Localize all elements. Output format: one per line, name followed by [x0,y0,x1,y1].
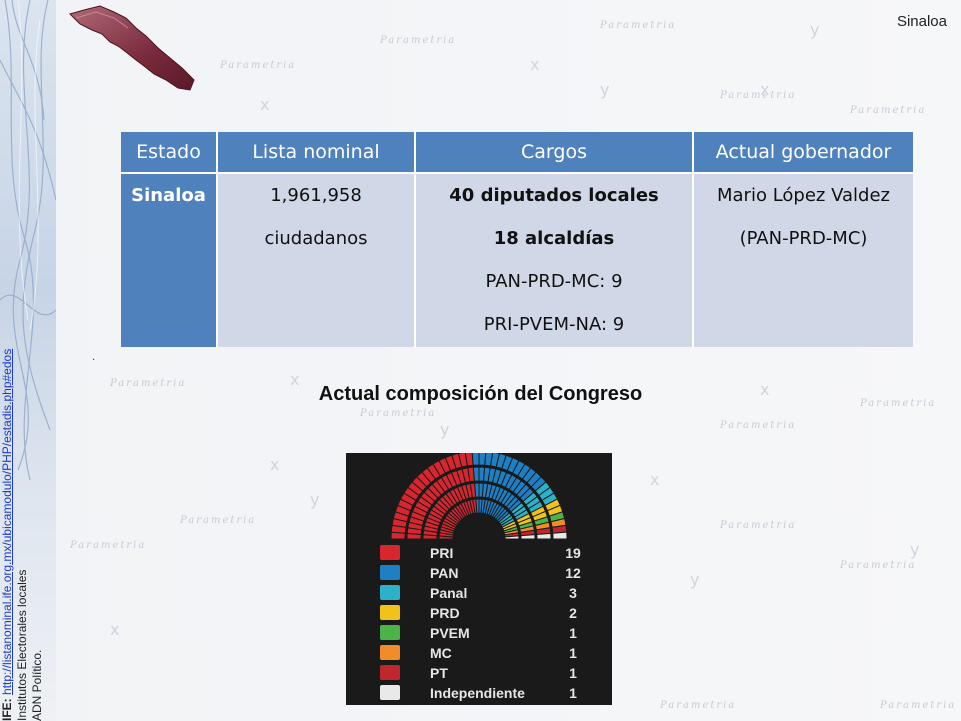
source-label: IFE: [0,698,14,721]
party-name: MC [430,645,452,661]
seat-pan [472,466,480,482]
independiente-logo-icon [380,685,400,700]
pvem-logo-icon [380,625,400,640]
party-seats: 1 [569,685,577,701]
party-seats: 19 [565,545,581,561]
gobernador-name: Mario López Valdez [717,185,890,206]
party-name: PT [430,665,448,681]
election-info-table: Estado Lista nominal Cargos Actual gober… [121,132,913,347]
lista-nominal-unit: ciudadanos [264,228,368,249]
source-citation: IFE: http://listanominal.ife.org.mx/ubic… [0,291,45,721]
slide-state-label: Sinaloa [896,13,947,30]
cell-cargos: 40 diputados locales 18 alcaldías PAN-PR… [415,172,694,347]
pri-logo-icon [380,545,400,560]
party-row-mc: MC 1 [376,643,606,663]
hemicycle-chart [390,453,568,540]
congress-title: Actual composición del Congreso [318,383,643,405]
header-estado: Estado [121,132,218,173]
gobernador-party: (PAN-PRD-MC) [739,228,868,249]
party-name: PRD [430,605,460,621]
lista-nominal-value: 1,961,958 [270,185,362,206]
party-row-prd: PRD 2 [376,603,606,623]
footnote-dot: . [92,352,96,363]
seat-pan [474,482,480,498]
decorative-side-strip [0,0,56,721]
cargos-coalition-1: PAN-PRD-MC: 9 [485,271,623,292]
cell-gobernador: Mario López Valdez (PAN-PRD-MC) [693,172,913,347]
seat-independiente [504,535,520,540]
party-name: PAN [430,565,459,581]
mc-logo-icon [380,645,400,660]
header-lista-nominal: Lista nominal [217,132,416,173]
cargos-alcaldias: 18 alcaldías [493,228,615,249]
prd-logo-icon [380,605,400,620]
cell-state: Sinaloa [121,172,218,347]
party-seats: 3 [569,585,577,601]
cell-lista-nominal: 1,961,958 ciudadanos [217,172,416,347]
source-line-2: Institutos Electorales locales [15,569,29,721]
party-row-pan: PAN 12 [376,563,606,583]
seat-pan [471,453,480,466]
state-name: Sinaloa [131,185,206,206]
table-header-row: Estado Lista nominal Cargos Actual gober… [121,132,913,173]
party-seats: 1 [569,665,577,681]
party-seats: 12 [565,565,581,581]
party-row-pt: PT 1 [376,663,606,683]
party-name: PRI [430,545,454,561]
seat-pan [478,453,487,466]
party-row-independiente: Independiente 1 [376,683,606,703]
cargos-coalition-2: PRI-PVEM-NA: 9 [483,314,625,335]
seat-pri [457,453,468,468]
cargos-diputados: 40 diputados locales [449,185,659,206]
sinaloa-map-icon [69,5,195,91]
congress-composition-graphic: PRI 19 PAN 12 Panal 3 PRD 2 PVEM 1 MC 1 PT 1 Independi… [346,453,612,705]
panal-logo-icon [380,585,400,600]
seat-independiente [536,532,552,540]
header-gobernador: Actual gobernador [693,132,913,173]
seat-independiente [520,534,536,540]
party-seats: 1 [569,625,577,641]
party-seats: 2 [569,605,577,621]
party-seats: 1 [569,645,577,661]
source-line-3: ADN Político. [30,649,44,721]
header-cargos: Cargos [415,132,694,173]
party-row-panal: Panal 3 [376,583,606,603]
seat-independiente [552,531,568,540]
party-name: Panal [430,585,468,601]
party-name: PVEM [430,625,470,641]
party-row-pri: PRI 19 [376,543,606,563]
party-row-pvem: PVEM 1 [376,623,606,643]
pan-logo-icon [380,565,400,580]
party-name: Independiente [430,685,525,701]
seat-pri [464,453,474,467]
table-row: Sinaloa 1,961,958 ciudadanos 40 diputado… [121,172,913,347]
pt-logo-icon [380,665,400,680]
